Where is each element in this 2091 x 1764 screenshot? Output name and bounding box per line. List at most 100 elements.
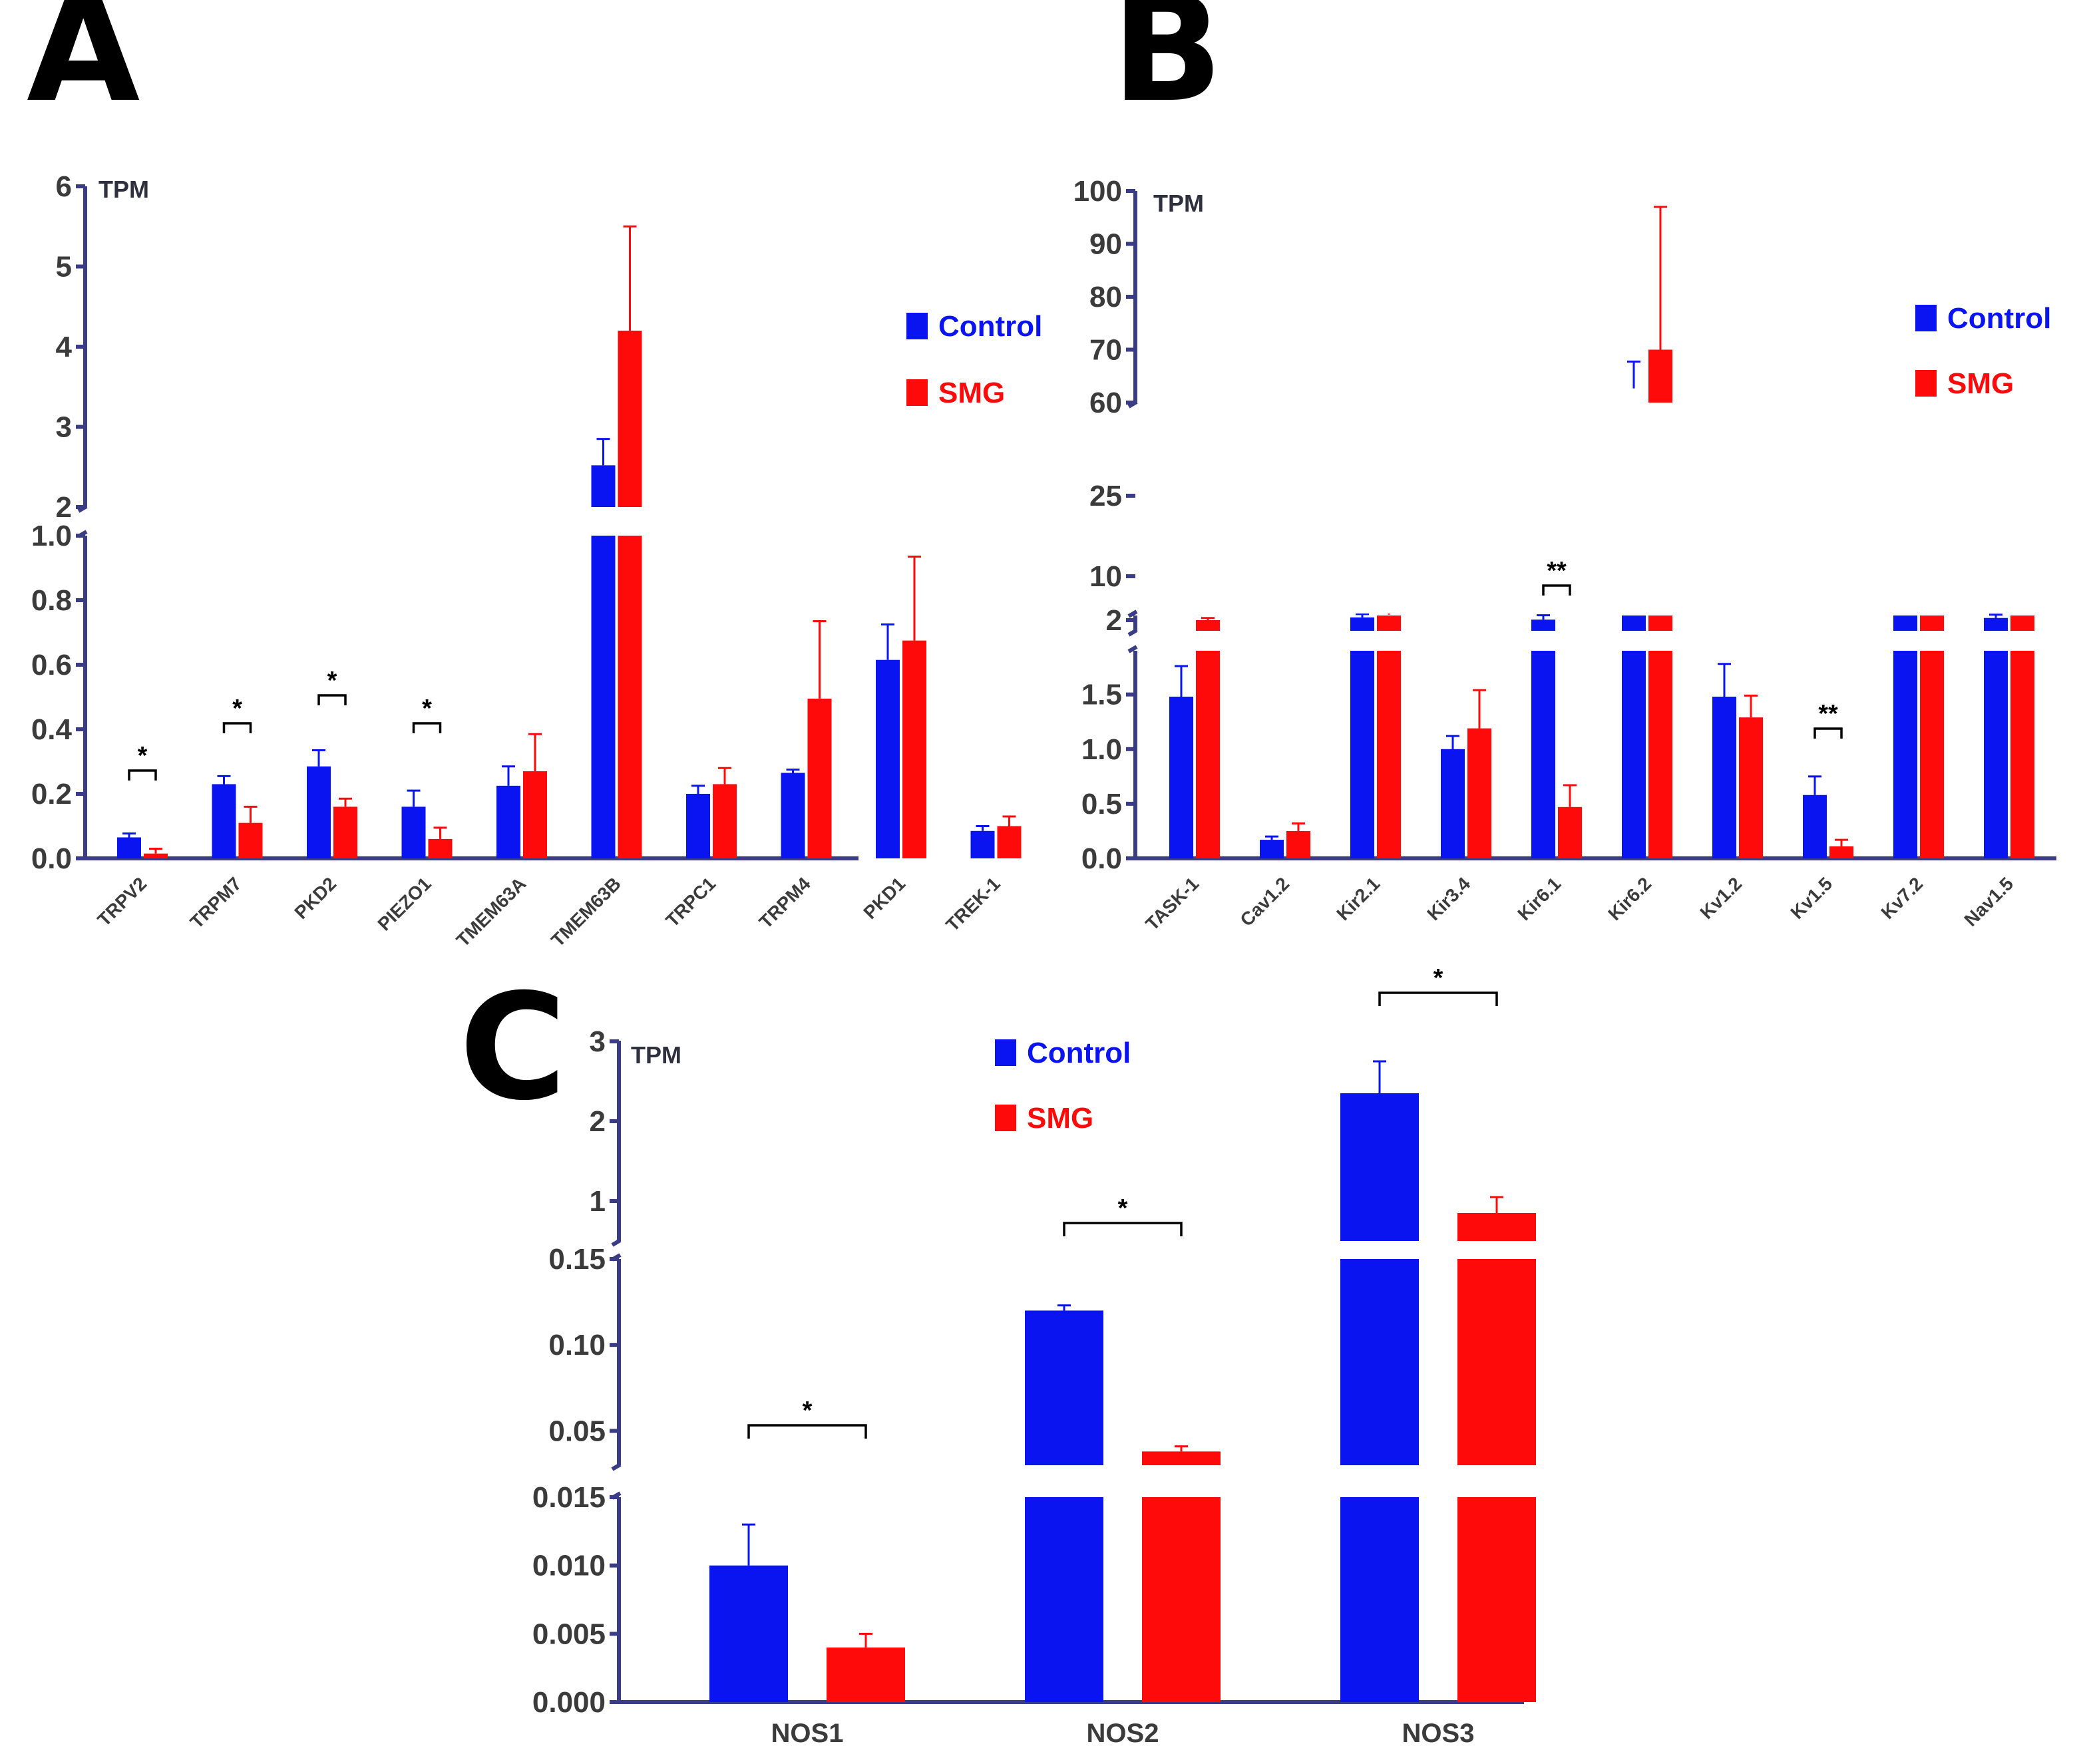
significance-bracket (1378, 991, 1498, 1006)
y-tick-label: 3 (590, 1025, 606, 1058)
chart-a: 0.0 0.2 0.4 0.6 0.8 1.02 3 4 5 6 TPM TRPV2 TRPM7 PKD2… (31, 170, 1043, 951)
legend-swatch-smg (906, 379, 928, 406)
axis-break-gap (91, 509, 858, 534)
x-tick-label: Kir6.1 (1513, 873, 1565, 924)
legend-label-smg: SMG (1947, 367, 2014, 400)
axis-break-mark (611, 1463, 622, 1471)
bar-smg-kir6-2 (1648, 349, 1672, 403)
y-axis-unit-label: TPM (98, 176, 149, 203)
axis-break-mark (611, 1253, 622, 1262)
bar-smg-task-1 (1196, 620, 1220, 631)
bar-smg-trek-1 (997, 826, 1022, 858)
bar-smg-nos2 (1142, 1497, 1221, 1702)
bar-smg-kir2-1 (1377, 651, 1401, 858)
x-tick-label: Kv1.2 (1696, 873, 1746, 923)
legend-swatch-smg (1915, 370, 1937, 397)
significance-bracket (1542, 584, 1571, 596)
significance-label: ** (1547, 557, 1567, 585)
y-tick-label: 0.5 (1081, 788, 1122, 820)
bar-control-nav1-5 (1984, 617, 2008, 631)
x-tick-label: Kv1.5 (1786, 873, 1836, 923)
bar-control-kv7-2 (1893, 651, 1917, 858)
significance-bracket (1063, 1222, 1183, 1236)
axis-break-mark (611, 1491, 622, 1500)
panel-label-a: A (27, 0, 140, 134)
bar-control-nos3 (1340, 1259, 1419, 1465)
y-tick-label: 2 (56, 491, 72, 524)
legend-label-smg: SMG (1027, 1102, 1093, 1135)
significance-label: * (232, 695, 242, 723)
bar-control-cav1-2 (1260, 840, 1284, 858)
y-tick-label: 10 (1089, 560, 1122, 593)
bar-smg-kir6-2 (1648, 651, 1672, 858)
y-tick-label: 80 (1089, 281, 1122, 313)
y-tick-label: 0.05 (548, 1415, 606, 1447)
axis-break-gap (624, 1467, 1524, 1495)
axis-break-mark (77, 530, 88, 538)
bar-smg-pkd2 (333, 806, 357, 858)
x-tick-label: TMEM63B (547, 873, 625, 951)
axis-break-mark (1127, 645, 1138, 653)
y-tick-label: 0.0 (1081, 842, 1122, 875)
axis-break-mark (611, 1238, 622, 1247)
bar-smg-kir6-1 (1558, 806, 1582, 858)
significance-label: * (138, 742, 148, 770)
legend-swatch-control (995, 1039, 1016, 1066)
bar-control-kir2-1 (1350, 617, 1374, 631)
bar-smg-trpv2 (144, 853, 168, 858)
bar-control-tmem63a (496, 785, 520, 858)
y-tick-label: 0.015 (532, 1481, 606, 1514)
bar-control-kir2-1 (1350, 651, 1374, 858)
bar-smg-kv7-2 (1920, 616, 1944, 631)
y-tick-label: 0.000 (532, 1686, 606, 1719)
bar-control-kir6-2 (1622, 651, 1646, 858)
significance-label: * (803, 1397, 813, 1425)
y-tick-label: 90 (1089, 228, 1122, 261)
bar-control-trpm7 (212, 784, 236, 858)
bar-smg-tmem63b (618, 330, 642, 507)
significance-label: ** (1818, 700, 1838, 728)
y-tick-label: 0.4 (31, 713, 73, 746)
bar-smg-nos3 (1457, 1497, 1536, 1702)
bar-smg-pkd1 (902, 640, 926, 858)
bar-control-kir6-1 (1531, 651, 1555, 858)
bar-smg-kir2-1 (1377, 616, 1401, 631)
significance-bracket (412, 722, 442, 733)
bar-control-kir6-2 (1622, 616, 1646, 631)
chart-b: 0.0 0.5 1.0 1.5 2 10 25 60 70 80 90 100 TPM TASK-1 Cav… (1073, 175, 2056, 934)
bar-smg-nos3 (1457, 1213, 1536, 1241)
x-tick-label: TRPC1 (662, 873, 719, 931)
axis-break-gap (1141, 405, 2056, 614)
bar-smg-tmem63b (618, 536, 642, 858)
bar-smg-trpm4 (807, 698, 832, 858)
legend-swatch-control (1915, 305, 1937, 331)
legend-swatch-smg (995, 1105, 1016, 1131)
significance-bracket (222, 722, 252, 733)
bar-control-pkd2 (307, 766, 331, 858)
y-tick-label: 0.010 (532, 1550, 606, 1582)
bar-smg-kir3-4 (1467, 728, 1491, 858)
y-tick-label: 0.15 (548, 1243, 606, 1276)
bar-smg-nos1 (827, 1647, 905, 1702)
axis-break-mark (1127, 628, 1138, 637)
x-tick-label: Kir3.4 (1423, 873, 1474, 924)
axis-break-mark (1127, 400, 1138, 409)
y-tick-label: 1 (590, 1185, 606, 1218)
bar-control-tmem63b (591, 536, 616, 858)
bar-control-pkd1 (876, 659, 900, 858)
bar-smg-trpc1 (713, 784, 737, 858)
bar-control-trpv2 (117, 837, 141, 858)
x-tick-label: TMEM63A (453, 873, 530, 951)
y-tick-label: 5 (56, 251, 72, 283)
y-tick-label: 3 (56, 411, 72, 444)
significance-bracket (747, 1424, 867, 1439)
bar-smg-kv1-5 (1829, 846, 1853, 858)
x-tick-label: Kir2.1 (1332, 873, 1384, 924)
bar-smg-cav1-2 (1286, 830, 1310, 858)
bar-control-nos3 (1340, 1093, 1419, 1241)
bar-control-nos3 (1340, 1497, 1419, 1702)
y-tick-label: 1.0 (31, 520, 72, 552)
bar-control-trpc1 (686, 794, 710, 858)
bar-control-kv1-5 (1803, 794, 1827, 858)
bar-smg-nav1-5 (2010, 651, 2034, 858)
